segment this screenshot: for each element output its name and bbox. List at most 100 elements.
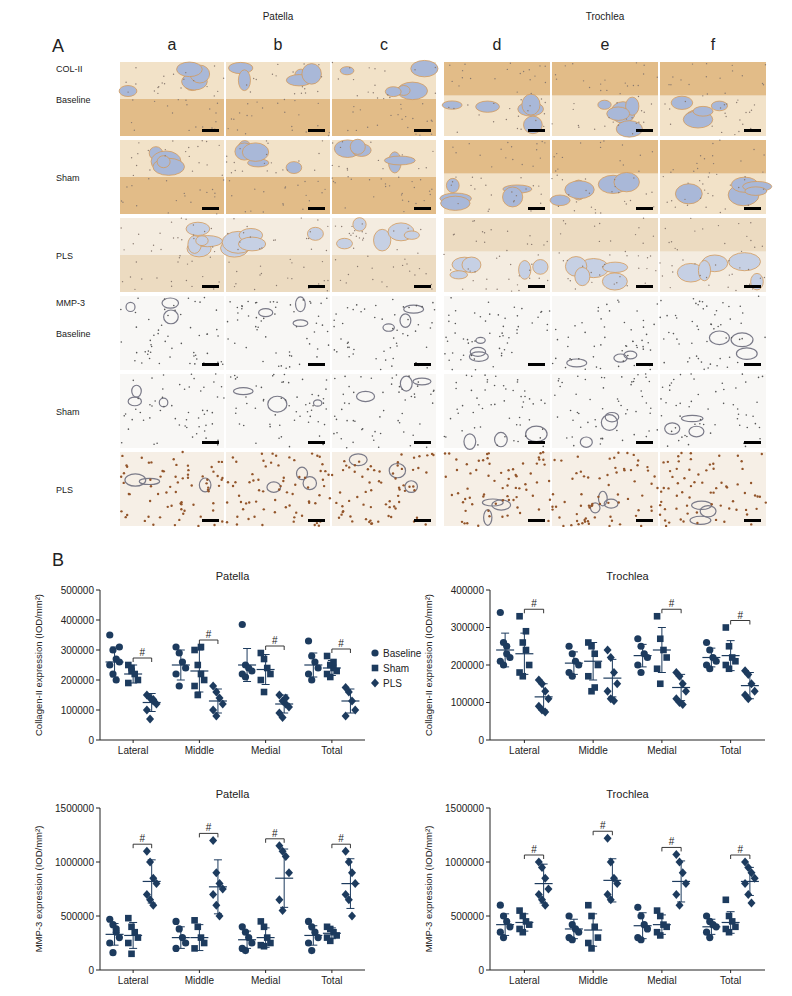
cell [433,390,435,392]
cell [525,188,526,189]
cell [531,322,533,324]
cell [544,113,545,114]
cell [430,393,432,395]
cell [236,516,238,518]
cell [616,430,618,432]
cell [191,286,192,287]
scale-bar [528,207,545,210]
cell [340,280,341,281]
cell [226,501,228,503]
cell [237,319,239,321]
cell [750,128,751,129]
cell [529,278,530,279]
micrograph [444,451,551,527]
scale-bar [202,129,219,132]
cell [385,186,386,187]
cell [159,233,160,234]
bone [357,391,375,401]
scale-bar [308,129,325,132]
cell [675,427,677,429]
cell [261,453,263,455]
cell [308,421,310,423]
cell [418,168,419,169]
cell [702,308,704,310]
cell [412,469,414,471]
cell [192,436,194,438]
cell [663,176,664,177]
cell [282,480,284,482]
bone [413,378,431,385]
cell [638,121,639,122]
cell [236,271,237,272]
cell [555,358,557,360]
bone [598,100,611,109]
cell [369,179,370,180]
cell [525,489,527,491]
cell [450,297,452,299]
cell [515,496,517,498]
cell [716,174,717,175]
cell [614,467,616,469]
cell [274,499,276,501]
cell [131,419,133,421]
cell [602,408,604,410]
cell [367,256,368,257]
cell [207,333,209,335]
cell [194,301,196,303]
bone [238,237,265,251]
cell [591,282,592,283]
cell [123,472,125,474]
cell [214,65,215,66]
cell [716,310,718,312]
cell [727,366,729,368]
cell [334,378,336,380]
cell [305,195,306,196]
cell [679,415,681,417]
cell [294,484,296,486]
cell [727,287,728,288]
cell [411,396,413,398]
cell [341,226,342,227]
bone [693,106,713,116]
cell [575,472,577,474]
cell [568,194,569,195]
cell [626,203,627,204]
cell [396,342,398,344]
cell [317,348,319,350]
cell [333,181,334,182]
scale-bar [744,207,761,210]
cell [351,226,352,227]
cell [410,445,412,447]
cell [495,375,497,377]
tissue [660,62,766,136]
tissue [226,374,330,448]
cell [226,161,227,162]
cell [694,423,696,425]
cell [660,300,662,302]
cell [303,267,304,268]
cell [192,170,193,171]
cell [502,335,504,337]
tissue [332,296,436,370]
cell [735,290,736,291]
bone [729,253,761,271]
cell [243,232,244,233]
cell [651,192,652,193]
cell [519,512,521,514]
cell [631,381,633,383]
cell [541,141,542,142]
cell [347,130,348,131]
cell [540,203,541,204]
cell [632,341,634,343]
cell [206,479,208,481]
cell [547,280,548,281]
cell [235,378,237,380]
bone [162,298,179,308]
cell [740,322,742,324]
cell [318,315,320,317]
cell [572,419,574,421]
cell [711,324,713,326]
cell [744,176,745,177]
cell [307,486,309,488]
tissue [120,62,224,136]
